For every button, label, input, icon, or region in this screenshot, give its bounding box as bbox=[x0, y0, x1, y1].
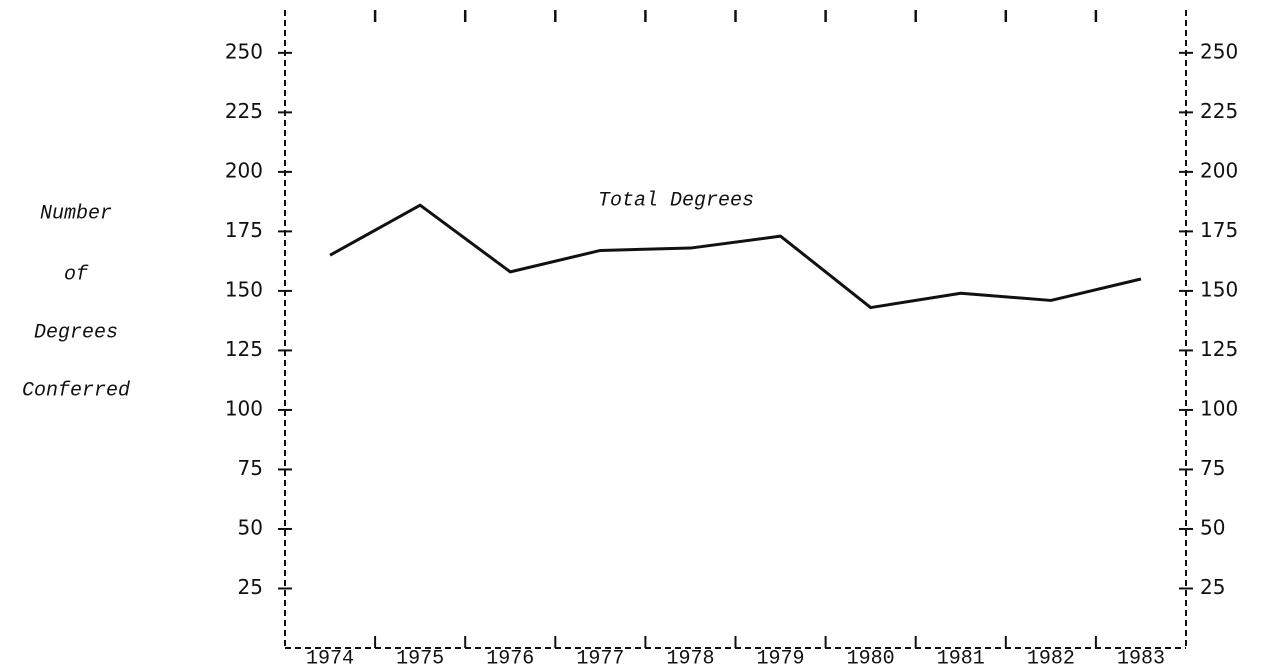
x-tick-label: 1978 bbox=[666, 647, 714, 669]
series-annotation: Total Degrees bbox=[598, 189, 754, 212]
x-tick-label: 1983 bbox=[1117, 647, 1165, 669]
x-tick-label: 1980 bbox=[847, 647, 895, 669]
y-tick-label: 150 bbox=[225, 277, 263, 301]
x-tick-label: 1982 bbox=[1027, 647, 1075, 669]
y-axis-title-line: of bbox=[64, 263, 89, 286]
y-axis-title: Number of Degrees Conferred bbox=[22, 202, 130, 402]
y2-tick-label: 200 bbox=[1200, 158, 1238, 182]
y-tick-label: 125 bbox=[225, 337, 263, 361]
y2-tick-label: 150 bbox=[1200, 277, 1238, 301]
y2-tick-label: 50 bbox=[1200, 515, 1225, 539]
y2-tick-label: 100 bbox=[1200, 396, 1238, 420]
y-tick-label: 25 bbox=[238, 575, 263, 599]
y2-tick-label: 175 bbox=[1200, 218, 1238, 242]
data-line bbox=[329, 203, 1142, 310]
y-axis-title-line: Degrees bbox=[34, 321, 118, 344]
x-tick-label: 1979 bbox=[757, 647, 805, 669]
x-tick-label: 1975 bbox=[396, 647, 444, 669]
y-tick-label: 175 bbox=[225, 218, 263, 242]
x-tick-label: 1977 bbox=[576, 647, 624, 669]
y2-tick-label: 125 bbox=[1200, 337, 1238, 361]
y-tick-label: 100 bbox=[225, 396, 263, 420]
y2-tick-label: 225 bbox=[1200, 99, 1238, 123]
y-tick-label: 75 bbox=[238, 456, 263, 480]
x-tick-label: 1981 bbox=[937, 647, 985, 669]
x-tick-label: 1976 bbox=[486, 647, 534, 669]
y-tick-label: 250 bbox=[225, 39, 263, 63]
y2-tick-label: 25 bbox=[1200, 575, 1225, 599]
y2-tick-label: 75 bbox=[1200, 456, 1225, 480]
y-tick-label: 200 bbox=[225, 158, 263, 182]
y-tick-label: 50 bbox=[238, 515, 263, 539]
y-tick-label: 225 bbox=[225, 99, 263, 123]
y-axis-title-line: Conferred bbox=[22, 379, 130, 402]
x-tick-label: 1974 bbox=[306, 647, 354, 669]
y2-tick-label: 250 bbox=[1200, 39, 1238, 63]
y-axis-title-line: Number bbox=[40, 202, 112, 225]
